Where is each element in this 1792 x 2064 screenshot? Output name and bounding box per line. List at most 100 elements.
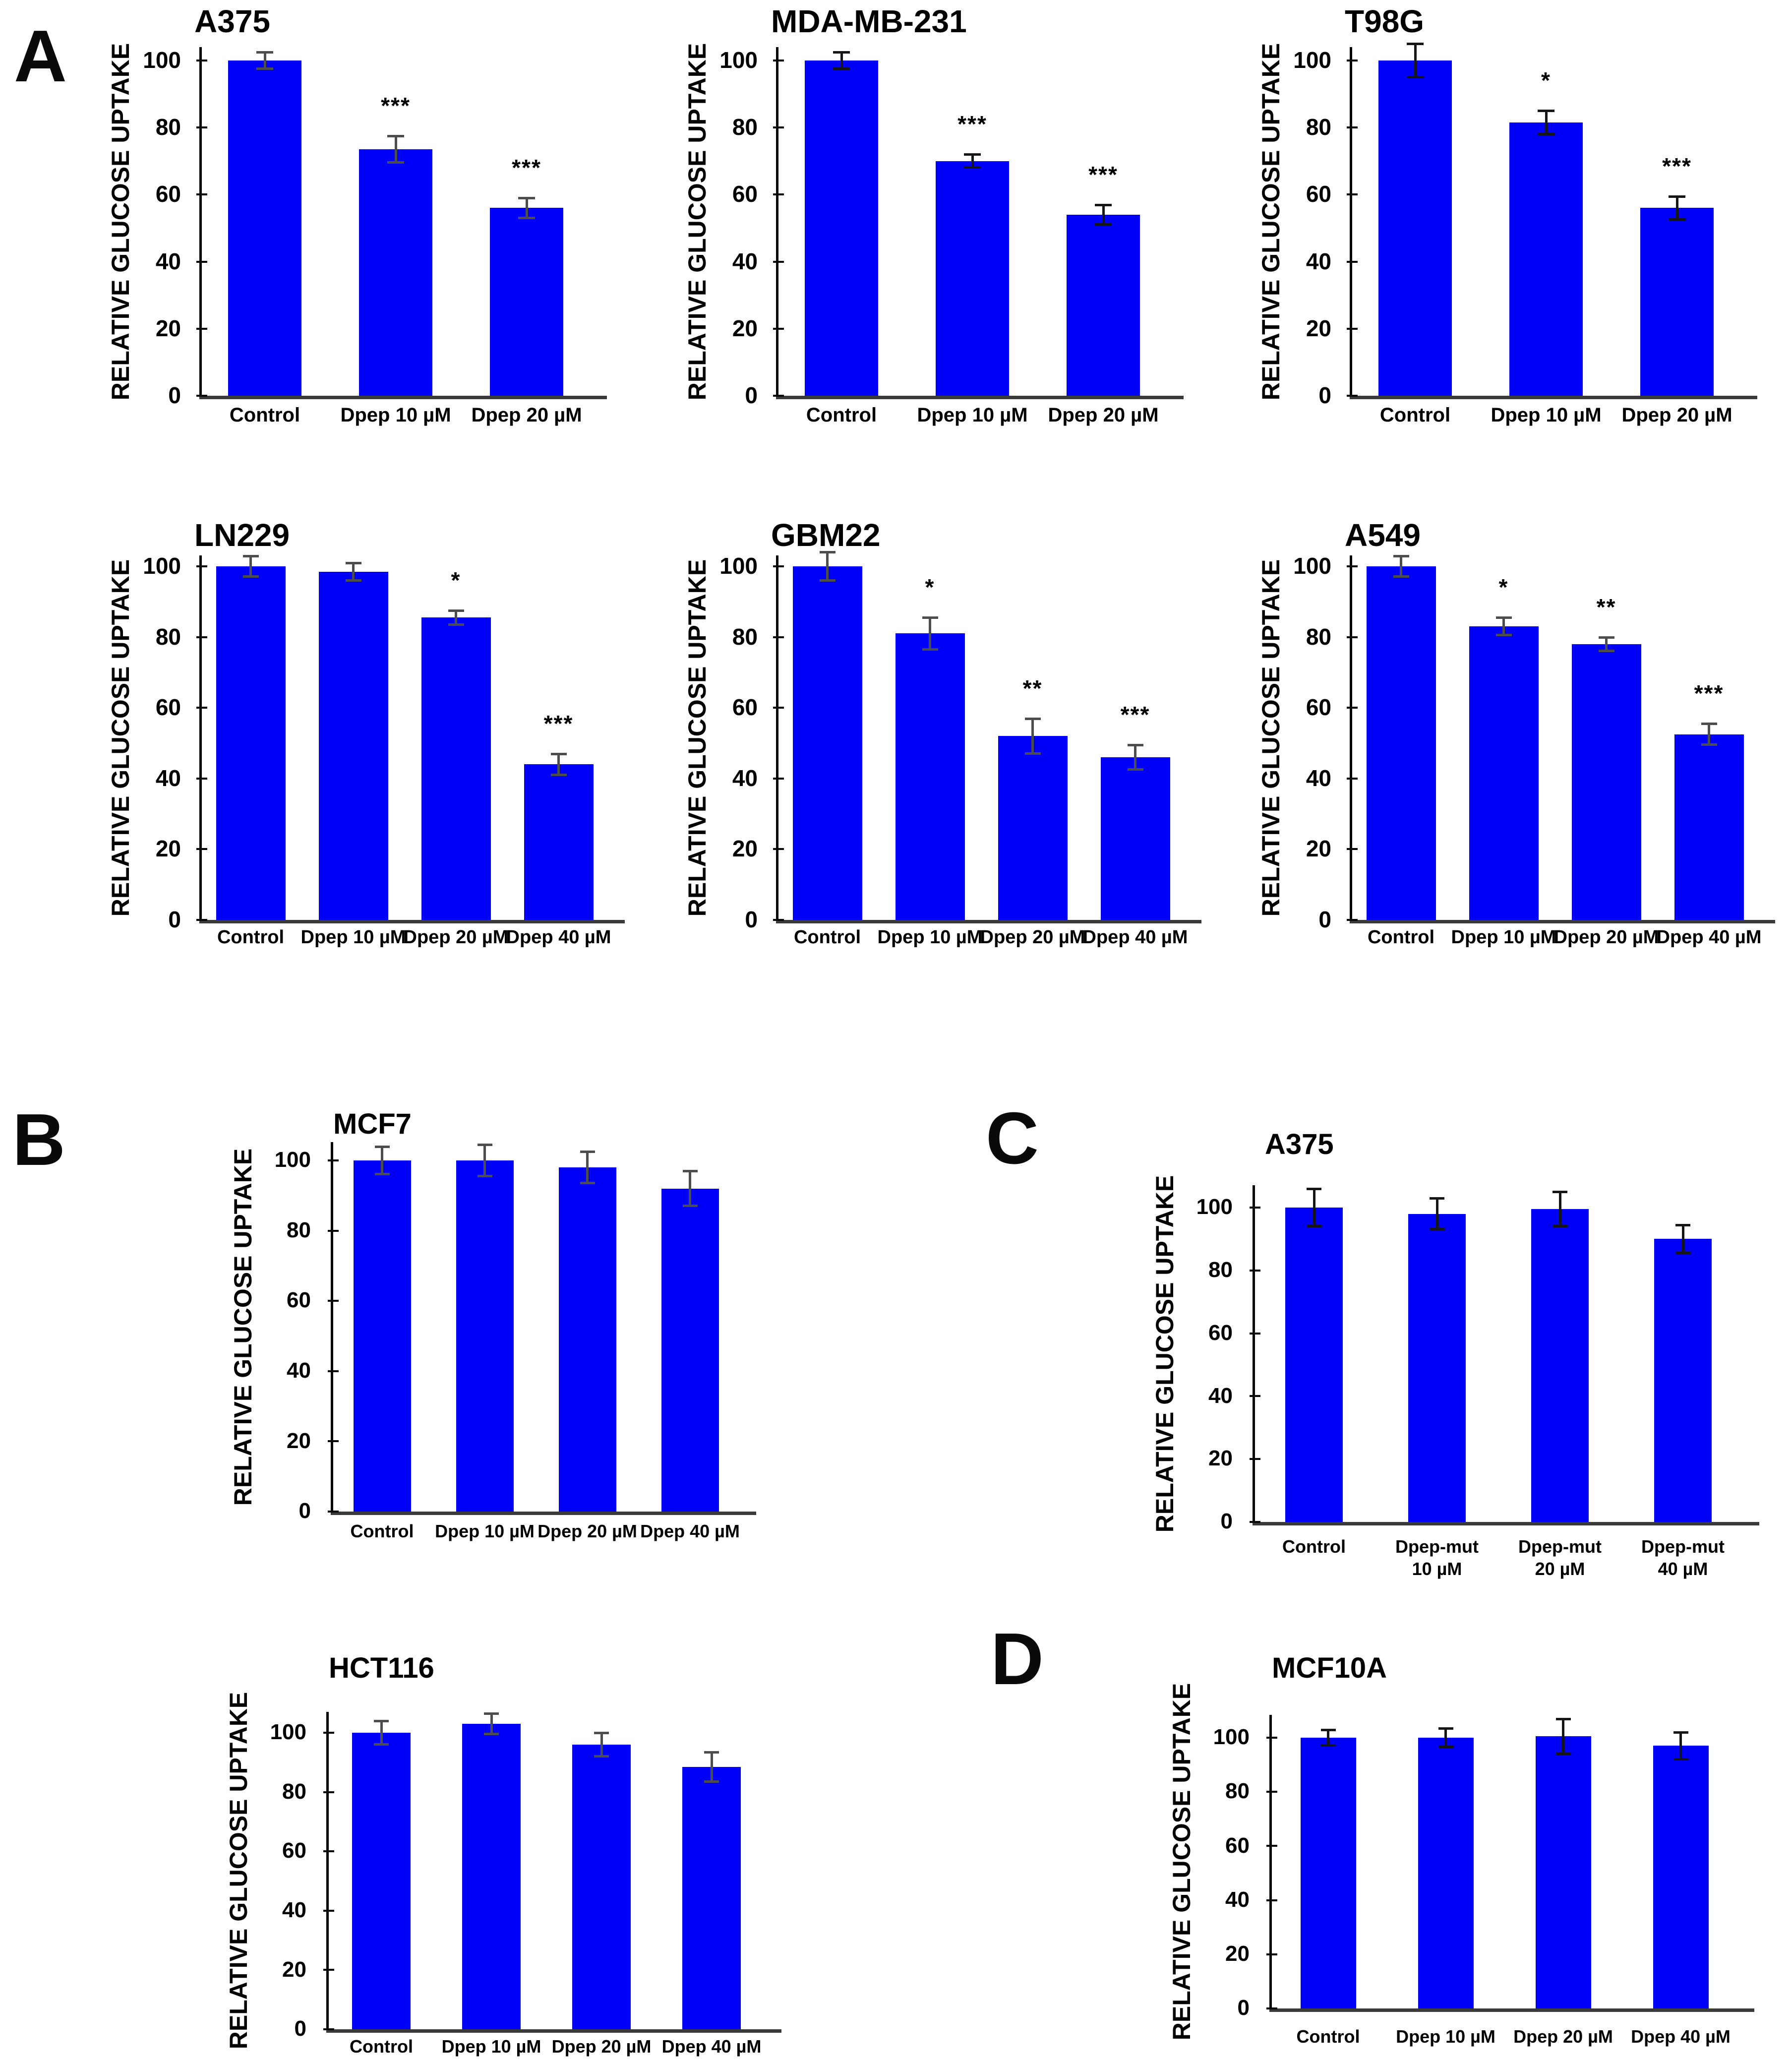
chart-title: MDA-MB-231 [771,3,967,39]
y-tick-label: 80 [1208,1257,1233,1282]
y-tick-mark [773,565,784,567]
y-tick-label: 60 [1225,1833,1250,1858]
error-bar-cap-bottom [1669,218,1685,221]
y-tick-mark [328,1370,339,1372]
y-tick-mark [773,126,784,129]
y-tick-mark [773,707,784,709]
y-tick-label: 0 [1220,1509,1233,1534]
error-bar [1400,555,1402,577]
error-bar-cap-top [1673,1731,1688,1734]
error-bar-cap-bottom [1127,768,1143,771]
chart-a375-dpep-mut: A375 RELATIVE GLUCOSE UPTAKE 0 20 40 60 80 100 C… [1116,1101,1781,1607]
error-bar-cap-bottom [819,579,836,582]
error-bar-cap-bottom [345,579,361,582]
x-category-label: Dpep 20 µM [1621,404,1732,426]
error-bar-cap-bottom [1407,75,1424,78]
y-tick-label: 40 [287,1358,311,1383]
x-category-label: Dpep 40 µM [640,1521,740,1541]
error-bar [586,1152,589,1184]
error-bar-cap-bottom [1701,743,1717,746]
bar-dpep-mut-40-µm [1654,1239,1712,1522]
y-tick-mark [1347,777,1358,780]
error-bar [455,610,457,625]
bar-control [1378,61,1452,396]
y-tick-label: 80 [1306,623,1331,650]
x-category-label: Dpep 10 µM [441,2036,541,2057]
y-tick-mark [1250,1395,1260,1397]
error-bar-cap-bottom [387,161,404,164]
chart-title: T98G [1345,3,1425,39]
y-tick-mark [328,1229,339,1232]
significance-stars: *** [957,111,987,137]
error-bar-cap-top [1675,1223,1690,1226]
error-bar [352,562,355,581]
y-tick-mark [196,848,207,850]
y-tick-label: 100 [1293,47,1331,73]
error-bar [1031,718,1034,754]
x-category-label: Control [1367,927,1435,948]
bar-dpep-40-µm [1674,734,1744,920]
x-category-label: Dpep 20 µM [403,927,509,948]
error-bar [826,552,829,581]
y-axis-line [776,47,778,398]
bar-dpep-10-µm [318,571,388,920]
error-bar [1605,637,1608,652]
error-bar-cap-top [518,197,535,200]
x-category-label: Dpep 20 µM [551,2036,652,2057]
x-category-label: Control [350,1521,414,1541]
bar-dpep-10-µm [895,633,965,920]
y-tick-mark [196,565,207,567]
error-bar [1562,1718,1564,1754]
y-tick-mark [1266,2007,1277,2009]
significance-stars: *** [512,155,541,181]
bar-control [353,1160,411,1512]
error-bar [1708,724,1710,745]
bar-dpep-40-µm [1100,757,1170,920]
error-bar-cap-top [345,561,361,564]
y-tick-label: 40 [282,1897,306,1922]
error-bar-cap-top [1538,110,1554,113]
error-bar-cap-bottom [518,216,535,219]
chart-title: HCT116 [329,1652,434,1684]
x-category-label: Dpep-mut 40 µM [1641,1536,1725,1579]
x-category-label: Dpep 20 µM [1513,2026,1613,2047]
x-axis-baseline [776,396,1184,399]
y-tick-label: 100 [1213,1725,1250,1750]
error-bar-cap-bottom [1538,132,1554,135]
error-bar-cap-bottom [922,648,938,651]
error-bar-cap-bottom [448,623,464,626]
error-bar-cap-top [1320,1728,1336,1731]
bar-dpep-10-µm [462,1724,521,2029]
error-bar-cap-top [550,752,567,755]
y-tick-label: 100 [719,553,758,579]
y-axis-line [331,1142,333,1514]
y-tick-mark [773,848,784,850]
y-axis-line [326,1712,329,2031]
error-bar-cap-bottom [1673,1758,1688,1760]
bar-dpep-20-µm [998,736,1068,920]
y-tick-label: 60 [155,694,181,721]
error-bar [1444,1728,1447,1748]
y-tick-mark [328,1511,339,1513]
y-tick-mark [1347,395,1358,397]
x-axis-baseline [1253,1522,1759,1525]
error-bar-cap-top [833,51,850,54]
x-category-label: Dpep 10 µM [1451,927,1556,948]
significance-stars: ** [1022,675,1043,701]
error-bar-cap-top [1024,717,1041,720]
x-axis-baseline [776,920,1201,923]
chart-ln229: LN229 RELATIVE GLUCOSE UPTAKE 0 20 40 60 80 100… [60,516,640,1012]
error-bar [1435,1198,1438,1230]
y-tick-label: 100 [143,47,181,73]
error-bar-cap-top [1095,203,1112,206]
error-bar-cap-top [922,616,938,619]
y-axis-label: RELATIVE GLUCOSE UPTAKE [1257,43,1285,400]
significance-stars: *** [381,93,411,119]
error-bar-cap-bottom [1555,1752,1571,1755]
x-category-label: Dpep 20 µM [1553,927,1659,948]
significance-stars: * [925,574,935,601]
error-bar-cap-top [1407,43,1424,46]
y-axis-line [1269,1715,1272,2010]
x-axis-baseline [199,920,625,923]
x-category-label: Dpep 40 µM [506,927,611,948]
